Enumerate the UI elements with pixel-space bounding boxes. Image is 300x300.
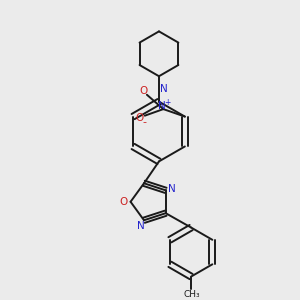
Text: O: O [135, 113, 143, 123]
Text: N: N [168, 184, 176, 194]
Text: O: O [139, 86, 147, 96]
Text: O: O [120, 197, 128, 207]
Text: N: N [158, 100, 166, 110]
Text: N: N [136, 220, 144, 231]
Text: -: - [142, 117, 146, 127]
Text: +: + [164, 98, 170, 107]
Text: CH₃: CH₃ [183, 290, 200, 299]
Text: N: N [160, 84, 168, 94]
